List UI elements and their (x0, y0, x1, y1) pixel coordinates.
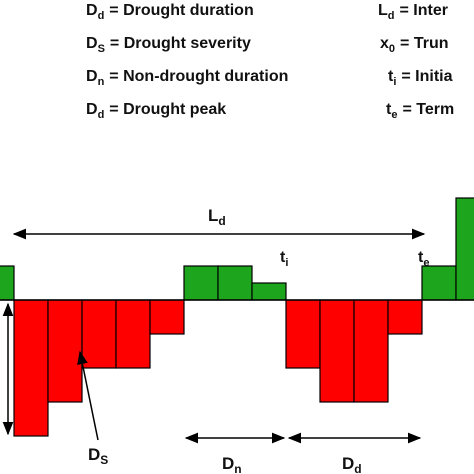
wet-bar-7 (217, 265, 253, 301)
legend-item-non-drought-duration: Dn = Non-drought duration (86, 68, 288, 88)
dry-bar-10 (319, 299, 355, 403)
dry-bar-3 (81, 299, 117, 369)
dry-bar-11 (353, 299, 389, 403)
ti-label: ti (280, 249, 288, 269)
dry-bar-9 (285, 299, 321, 369)
legend-item-term: te = Term (386, 101, 454, 121)
dry-bar-12 (387, 299, 423, 335)
wet-bar-6 (183, 265, 219, 301)
ds-label: DS (88, 445, 108, 467)
legend-item-trun: x0 = Trun (380, 35, 448, 55)
legend-item-drought-duration: Dd = Drought duration (86, 2, 254, 22)
legend-item-inter: Ld = Inter (378, 2, 448, 22)
dry-bar-2 (47, 299, 83, 403)
legend-item-drought-peak: Dd = Drought peak (86, 101, 226, 121)
wet-bar-8 (251, 282, 287, 301)
wet-bar-0 (0, 265, 15, 301)
ld-label: Ld (208, 206, 226, 228)
legend-item-initia: ti = Initia (388, 68, 453, 88)
dd-label: Dd (342, 454, 362, 474)
ds-pointer-arrow (77, 350, 99, 441)
dry-bar-4 (115, 299, 151, 369)
te-label: te (418, 249, 429, 269)
wet-bar-14 (455, 197, 474, 301)
dry-bar-5 (149, 299, 185, 335)
wet-bar-13 (421, 265, 457, 301)
legend-item-drought-severity: DS = Drought severity (86, 35, 251, 55)
bar-series (0, 197, 474, 437)
dn-label: Dn (222, 454, 242, 474)
dry-bar-1 (13, 299, 49, 437)
